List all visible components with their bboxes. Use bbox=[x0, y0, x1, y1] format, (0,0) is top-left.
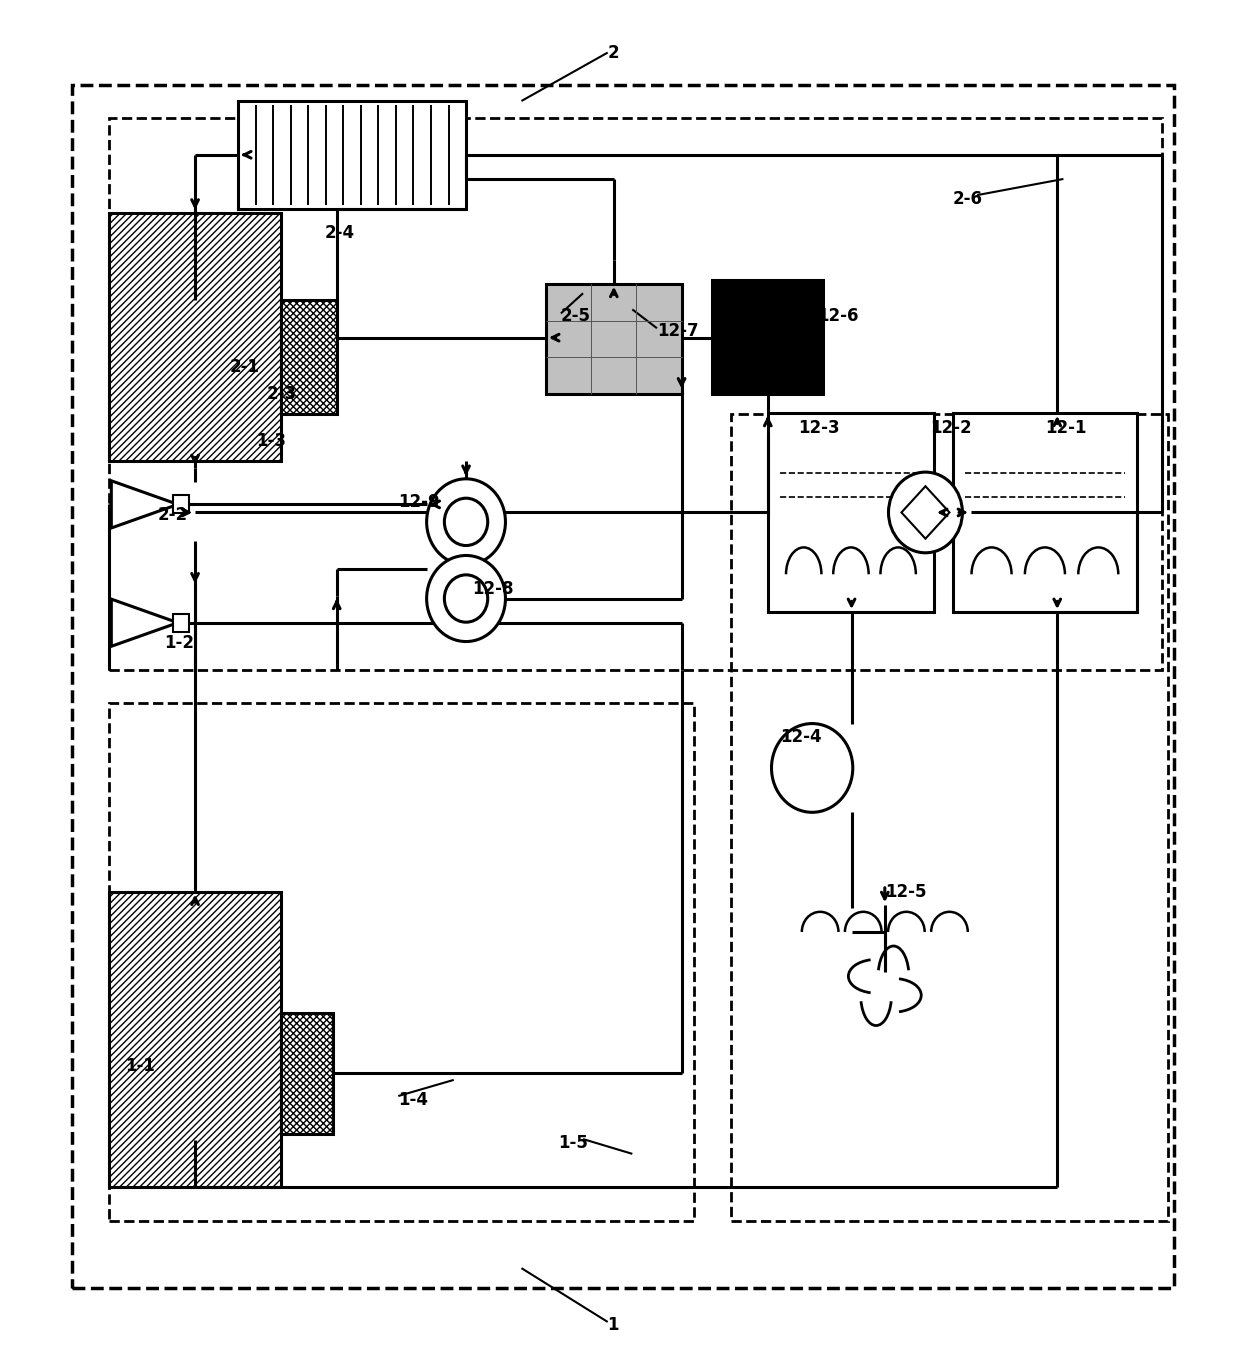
Text: 12-7: 12-7 bbox=[657, 322, 698, 340]
Text: 1-1: 1-1 bbox=[125, 1058, 155, 1076]
Text: 1-4: 1-4 bbox=[398, 1091, 428, 1109]
Bar bbox=[72, 85, 1174, 1288]
Polygon shape bbox=[901, 486, 950, 538]
Text: 1-2: 1-2 bbox=[164, 635, 195, 652]
Text: 2-5: 2-5 bbox=[560, 307, 591, 325]
Circle shape bbox=[889, 472, 962, 553]
Text: 12-6: 12-6 bbox=[817, 307, 858, 325]
Text: 2: 2 bbox=[608, 43, 619, 62]
Text: 1-5: 1-5 bbox=[558, 1134, 588, 1153]
Circle shape bbox=[771, 724, 853, 812]
Bar bbox=[109, 212, 281, 461]
Bar bbox=[952, 413, 1137, 612]
Text: 1-3: 1-3 bbox=[257, 432, 286, 451]
Polygon shape bbox=[112, 480, 177, 528]
Bar bbox=[172, 495, 190, 513]
Text: 12-9: 12-9 bbox=[398, 492, 440, 510]
Circle shape bbox=[427, 479, 506, 566]
Bar bbox=[730, 414, 1168, 1222]
Text: 12-8: 12-8 bbox=[472, 580, 513, 598]
Bar bbox=[546, 284, 682, 394]
Text: 2-2: 2-2 bbox=[159, 506, 188, 524]
Bar bbox=[768, 413, 934, 612]
Bar bbox=[109, 892, 281, 1188]
Text: 2-1: 2-1 bbox=[229, 359, 259, 376]
Text: 1: 1 bbox=[608, 1315, 619, 1334]
Bar bbox=[281, 300, 337, 414]
Polygon shape bbox=[112, 599, 177, 647]
Bar bbox=[712, 280, 823, 394]
Text: 12-2: 12-2 bbox=[930, 418, 972, 437]
Text: 12-5: 12-5 bbox=[885, 882, 926, 901]
Bar bbox=[109, 704, 694, 1222]
Bar bbox=[281, 1012, 334, 1134]
Bar bbox=[238, 101, 466, 208]
Text: 12-3: 12-3 bbox=[799, 418, 841, 437]
Circle shape bbox=[444, 575, 487, 622]
Text: 12-1: 12-1 bbox=[1045, 418, 1086, 437]
Text: 12-4: 12-4 bbox=[780, 728, 822, 746]
Text: 2-4: 2-4 bbox=[325, 223, 355, 242]
Text: 2-6: 2-6 bbox=[952, 191, 982, 208]
Circle shape bbox=[444, 498, 487, 545]
Text: 2-3: 2-3 bbox=[267, 386, 296, 403]
Bar bbox=[109, 119, 1162, 670]
Circle shape bbox=[427, 556, 506, 641]
Bar bbox=[172, 614, 190, 632]
